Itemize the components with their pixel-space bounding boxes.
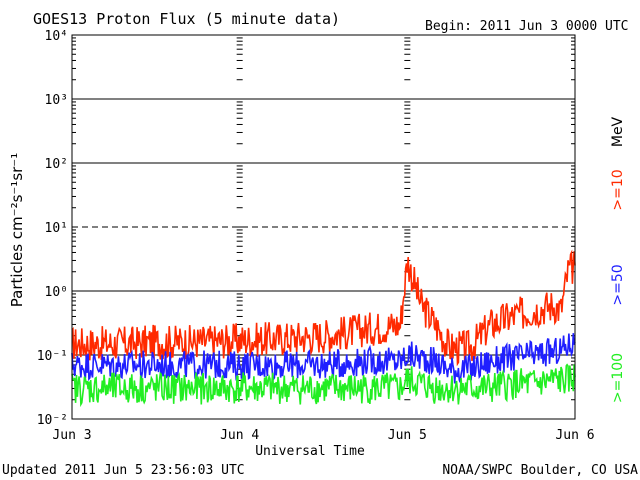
x-tick-label: Jun 4: [220, 428, 259, 443]
credit-label: NOAA/SWPC Boulder, CO USA: [442, 463, 638, 478]
x-axis-title: Universal Time: [255, 444, 365, 459]
begin-label: Begin: 2011 Jun 3 0000 UTC: [425, 19, 629, 34]
legend-unit: MeV: [610, 116, 626, 147]
x-tick-label: Jun 5: [388, 428, 427, 443]
x-tick-label: Jun 3: [52, 428, 91, 443]
chart-title: GOES13 Proton Flux (5 minute data): [33, 10, 340, 28]
y-tick-label: 10⁰: [45, 285, 68, 300]
series-line-1: [71, 333, 576, 384]
day-tick-marks: [236, 37, 411, 420]
x-tick-labels: Jun 3 Jun 4 Jun 5 Jun 6: [52, 428, 594, 443]
legend-ge100: >=100: [610, 353, 626, 403]
series-line-0: [71, 249, 576, 367]
series-line-2: [71, 363, 576, 408]
legend: MeV >=10 >=50 >=100: [610, 116, 626, 403]
legend-ge10: >=10: [610, 169, 626, 210]
y-tick-label: 10³: [45, 93, 68, 108]
series-lines: [71, 249, 576, 408]
updated-label: Updated 2011 Jun 5 23:56:03 UTC: [2, 463, 245, 478]
y-tick-label: 10⁴: [45, 29, 68, 44]
y-tick-labels: 10⁻² 10⁻¹ 10⁰ 10¹ 10² 10³ 10⁴: [37, 29, 68, 428]
y-tick-label: 10¹: [45, 221, 68, 236]
y-tick-label: 10⁻²: [37, 413, 68, 428]
y-tick-label: 10⁻¹: [37, 349, 68, 364]
y-tick-label: 10²: [45, 157, 68, 172]
x-tick-label: Jun 6: [555, 428, 594, 443]
legend-ge50: >=50: [610, 264, 626, 305]
plot-area: [71, 34, 576, 420]
plot-frame: [71, 34, 576, 420]
y-axis-title: Particles cm⁻²s⁻¹sr⁻¹: [8, 153, 26, 307]
